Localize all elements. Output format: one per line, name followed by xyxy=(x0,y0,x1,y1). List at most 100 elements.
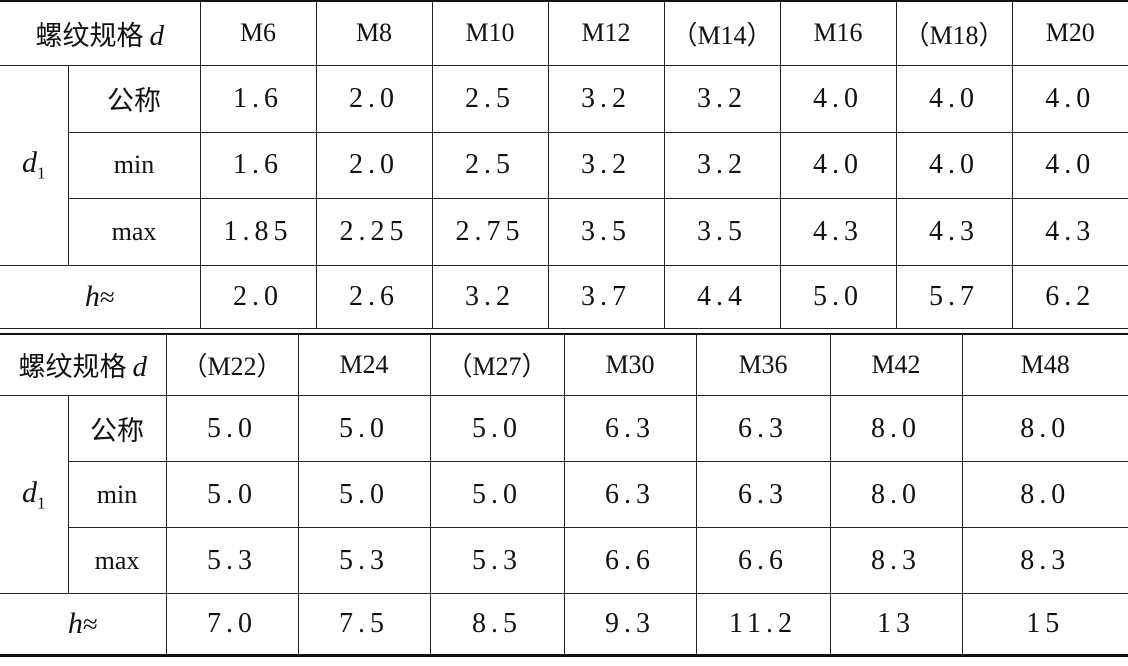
h-value-cell: 15 xyxy=(961,593,1128,656)
header-symbol: d xyxy=(132,351,148,384)
value-cell: 4.0 xyxy=(779,131,897,199)
table-body: 螺纹规格 d （M22） M24 （M27） M30 M36 M42 M48 d1 公称 5.0 5.0… xyxy=(0,333,1128,656)
value: 2.0 xyxy=(349,149,399,180)
h-value: 5.0 xyxy=(813,280,863,312)
value-cell: 4.0 xyxy=(779,64,897,133)
value-cell: 3.5 xyxy=(547,197,665,266)
value-cell: 3.2 xyxy=(663,64,781,133)
value: 5.3 xyxy=(207,544,257,576)
value-cell: 1.6 xyxy=(199,131,317,199)
value: 1.6 xyxy=(233,149,283,180)
h-row: h≈ 2.0 2.6 3.2 3.7 4.4 5.0 5.7 6.2 xyxy=(0,264,1128,329)
value-cell: 5.0 xyxy=(297,461,431,528)
column-label: M10 xyxy=(465,18,515,48)
h-value-cell: 7.5 xyxy=(297,593,431,656)
h-value-cell: 6.2 xyxy=(1011,264,1128,329)
header-row: 螺纹规格 d M6 M8 M10 M12 （M14） M16 （M18） M20 xyxy=(0,0,1128,66)
value: 5.0 xyxy=(207,412,257,444)
value: 2.0 xyxy=(349,82,399,114)
row-label-cell: min xyxy=(68,131,201,199)
value-cell: 3.2 xyxy=(547,64,665,133)
column-label: （M14） xyxy=(671,20,773,50)
value: 6.3 xyxy=(738,412,788,444)
value-cell: 8.0 xyxy=(829,461,963,528)
value-cell: 5.3 xyxy=(165,527,299,594)
group-symbol: d xyxy=(22,146,37,180)
value: 2.5 xyxy=(465,82,515,114)
value-cell: 5.0 xyxy=(165,461,299,528)
h-value: 11.2 xyxy=(729,608,797,639)
value: 6.3 xyxy=(605,478,655,510)
column-label: M8 xyxy=(355,18,393,48)
row-label-cell: 公称 xyxy=(67,395,167,462)
h-value-cell: 3.7 xyxy=(547,264,665,329)
value-cell: 3.5 xyxy=(663,197,781,266)
column-header: M8 xyxy=(315,0,433,66)
value-cell: 6.3 xyxy=(695,395,831,462)
h-value: 7.0 xyxy=(207,608,257,639)
value: 4.0 xyxy=(1045,82,1096,114)
column-header: M24 xyxy=(297,333,431,396)
value: 4.0 xyxy=(813,149,863,180)
h-value-cell: 13 xyxy=(829,593,963,656)
data-row: d1 公称 1.6 2.0 2.5 3.2 3.2 4.0 4.0 4.0 xyxy=(0,64,1128,266)
value: 4.0 xyxy=(929,149,979,180)
value: 2.75 xyxy=(455,215,525,247)
row-label: min xyxy=(96,479,138,509)
value: 1.85 xyxy=(223,215,293,247)
column-header: M30 xyxy=(563,333,697,396)
value-cell: 3.2 xyxy=(663,131,781,199)
h-value: 3.7 xyxy=(581,280,631,312)
value-cell: 4.3 xyxy=(779,197,897,266)
value-cell: 8.0 xyxy=(961,461,1128,528)
value: 3.5 xyxy=(697,215,747,247)
value-cell: 5.3 xyxy=(297,527,431,594)
header-symbol: d xyxy=(149,19,165,52)
column-header: M48 xyxy=(961,333,1128,396)
value: 4.3 xyxy=(1045,215,1096,247)
value: 3.2 xyxy=(697,149,747,180)
spec-table: 螺纹规格 d （M22） M24 （M27） M30 M36 M42 M48 d1 公称 5.0 5.0… xyxy=(0,332,1128,657)
h-value-cell: 8.5 xyxy=(429,593,565,656)
value-cell: 6.3 xyxy=(563,395,697,462)
column-label: M12 xyxy=(581,18,631,48)
column-label: M42 xyxy=(871,349,921,379)
value: 3.2 xyxy=(581,82,631,114)
h-value: 7.5 xyxy=(339,608,389,639)
value-cell: 5.3 xyxy=(429,527,565,594)
value: 5.0 xyxy=(339,412,389,444)
value: 6.3 xyxy=(605,412,655,444)
group-subscript: 1 xyxy=(37,493,46,513)
value: 4.3 xyxy=(813,215,863,247)
value-cell: 4.3 xyxy=(1011,197,1128,266)
column-header: （M14） xyxy=(663,0,781,66)
value: 3.2 xyxy=(581,149,631,180)
h-value-cell: 2.6 xyxy=(315,264,433,329)
column-header: （M27） xyxy=(429,333,565,396)
value-cell: 4.0 xyxy=(1011,131,1128,199)
column-header: （M22） xyxy=(165,333,299,396)
column-header: M20 xyxy=(1011,0,1128,66)
data-row: min 5.0 5.0 5.0 6.3 6.3 8.0 8.0 xyxy=(0,461,1128,528)
h-value: 9.3 xyxy=(605,608,655,639)
h-label-cell: h≈ xyxy=(0,593,167,656)
h-value: 2.6 xyxy=(349,280,399,312)
value-cell: 8.3 xyxy=(829,527,963,594)
value: 2.25 xyxy=(339,215,409,247)
h-value: 8.5 xyxy=(472,608,522,639)
h-approx: ≈ xyxy=(82,609,98,639)
value-cell: 6.3 xyxy=(695,461,831,528)
value-cell: 5.0 xyxy=(297,395,431,462)
value: 5.0 xyxy=(207,478,257,510)
value-cell: 8.0 xyxy=(829,395,963,462)
row-label-cell: 公称 xyxy=(67,64,201,133)
value: 3.2 xyxy=(697,82,747,114)
h-value-cell: 5.7 xyxy=(895,264,1013,329)
value: 5.3 xyxy=(472,544,522,576)
column-label: M20 xyxy=(1045,18,1095,48)
column-header: （M18） xyxy=(895,0,1013,66)
value-cell: 2.0 xyxy=(315,64,433,133)
h-value: 13 xyxy=(877,608,915,639)
value: 8.0 xyxy=(1020,412,1071,444)
header-label-cell: 螺纹规格 d xyxy=(0,0,201,66)
